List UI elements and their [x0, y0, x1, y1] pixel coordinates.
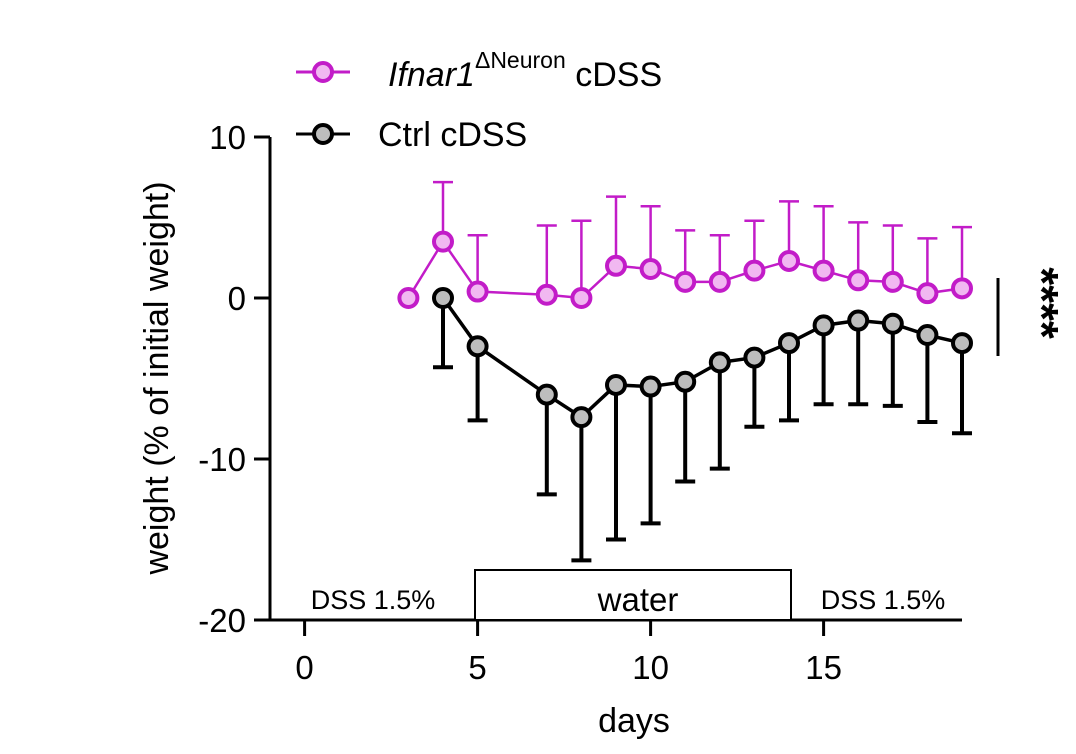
data-point-0-4 [570, 287, 593, 309]
data-point-0-13 [881, 270, 904, 293]
water-period-box [474, 569, 792, 621]
dss-period-label-1: DSS 1.5% [311, 585, 436, 615]
data-point-0-11 [812, 259, 835, 282]
y-tick-label-0: 10 [209, 119, 246, 156]
data-point-0-3 [535, 283, 558, 306]
treatment-periods: DSS 1.5% water DSS 1.5% [311, 569, 946, 621]
data-point-0-8 [708, 270, 731, 293]
data-point-1-9 [778, 332, 800, 355]
dss-period-label-2: DSS 1.5% [821, 585, 946, 615]
legend-label-ifnar1: Ifnar1ΔNeuron cDSS [388, 47, 662, 94]
legend-marker-ifnar1 [312, 61, 334, 83]
data-point-0-5 [605, 254, 627, 277]
x-ticks: 0 5 10 15 [295, 620, 842, 686]
y-tick-label-1: 0 [228, 280, 246, 317]
data-point-0-9 [743, 259, 766, 282]
data-point-0-10 [778, 249, 800, 272]
legend-item-ctrl: Ctrl cDSS [296, 116, 527, 154]
water-period-label: water [597, 581, 679, 618]
data-point-0-7 [674, 270, 697, 293]
axes: 10 0 -10 -20 0 5 10 15 [198, 119, 962, 686]
series-1 [432, 287, 973, 563]
data-point-1-13 [916, 324, 939, 347]
data-point-1-5 [639, 375, 662, 398]
series-0 [397, 180, 973, 309]
data-point-0-0 [397, 287, 420, 309]
data-point-1-1 [466, 335, 489, 358]
x-tick-label-3: 15 [805, 649, 842, 686]
y-ticks: 10 0 -10 -20 [198, 119, 270, 639]
data-point-1-2 [535, 383, 558, 406]
plot-area [397, 180, 973, 563]
data-point-0-15 [951, 277, 973, 300]
legend-label-ifnar1-italic: Ifnar1 [388, 56, 475, 94]
data-point-0-14 [916, 282, 939, 305]
y-tick-label-2: -10 [198, 441, 246, 478]
series-line-0 [407, 239, 963, 300]
data-point-1-6 [674, 370, 697, 393]
data-point-0-12 [847, 269, 870, 292]
data-point-1-12 [881, 312, 904, 335]
x-tick-label-0: 0 [295, 649, 313, 686]
data-point-1-3 [570, 406, 593, 429]
y-tick-label-3: -20 [198, 602, 246, 639]
data-point-1-4 [605, 373, 627, 396]
data-point-1-14 [951, 332, 973, 355]
y-axis-label: weight (% of initial weight) [138, 181, 176, 575]
x-axis-label: days [598, 702, 670, 740]
data-point-1-0 [432, 287, 454, 309]
legend-label-ifnar1-rest: cDSS [566, 56, 662, 94]
legend-label-ctrl: Ctrl cDSS [378, 116, 527, 154]
legend-marker-ctrl [312, 123, 334, 145]
x-tick-label-2: 10 [632, 649, 669, 686]
data-point-0-6 [639, 258, 662, 281]
data-point-1-7 [708, 351, 731, 374]
significance-marker: **** [996, 267, 1068, 356]
legend: Ifnar1ΔNeuron cDSS Ctrl cDSS [296, 47, 662, 154]
x-tick-label-1: 5 [468, 649, 486, 686]
data-point-1-8 [743, 346, 766, 369]
data-point-1-10 [812, 314, 835, 337]
series-line-1 [441, 296, 963, 420]
significance-stars: **** [1016, 267, 1068, 339]
legend-item-ifnar1: Ifnar1ΔNeuron cDSS [296, 47, 662, 94]
legend-label-ifnar1-sup: ΔNeuron [475, 47, 566, 73]
data-point-0-1 [432, 230, 454, 253]
data-point-1-11 [847, 309, 870, 332]
data-point-0-2 [466, 280, 489, 303]
